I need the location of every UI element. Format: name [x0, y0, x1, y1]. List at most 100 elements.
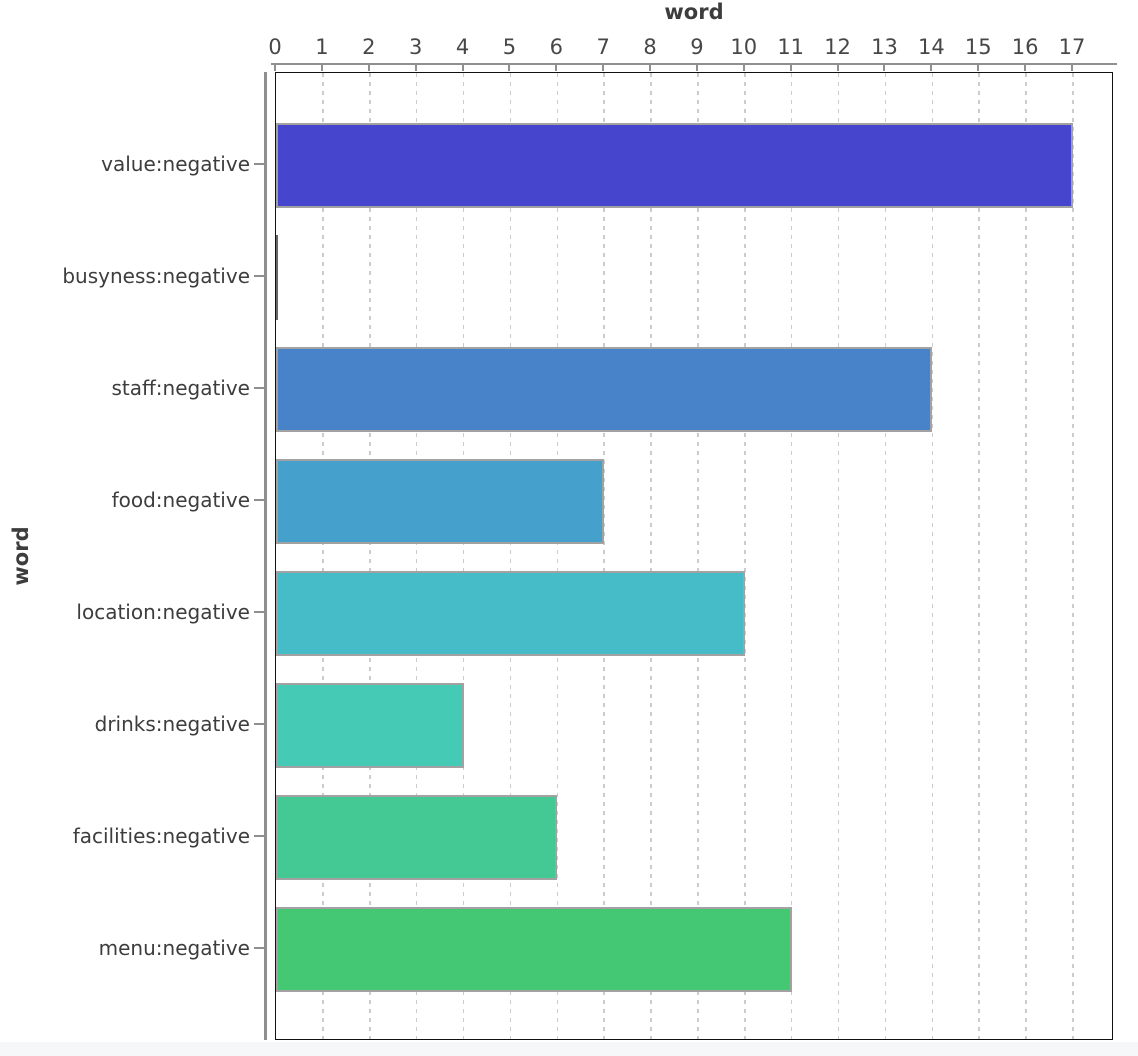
bar-menu[interactable] — [276, 906, 792, 992]
x-tick-label: 11 — [777, 35, 805, 59]
category-label-row: facilities:negative — [0, 780, 250, 892]
plot-area — [275, 72, 1113, 1040]
category-label: menu:negative — [98, 936, 250, 960]
x-tick-mark — [555, 65, 558, 71]
x-tick-label: 14 — [917, 35, 945, 59]
bar-staff[interactable] — [276, 346, 933, 432]
x-tick-label: 15 — [964, 35, 992, 59]
x-tick-label: 10 — [730, 35, 758, 59]
x-tick-label: 8 — [643, 35, 657, 59]
y-tick-mark — [254, 499, 264, 501]
category-label-row: food:negative — [0, 444, 250, 556]
y-tick-mark — [254, 611, 264, 613]
x-tick-mark — [274, 65, 276, 71]
bar-row — [276, 445, 1112, 557]
category-label-row: menu:negative — [0, 892, 250, 1004]
x-tick-mark — [508, 65, 511, 71]
gridlines — [276, 73, 1112, 1039]
gridline — [369, 73, 371, 1039]
category-label: value:negative — [101, 152, 250, 176]
x-tick-label: 13 — [871, 35, 898, 59]
category-label-row: drinks:negative — [0, 668, 250, 780]
x-tick-mark — [602, 65, 605, 71]
x-tick-label: 5 — [502, 35, 517, 59]
bar-row — [276, 109, 1112, 221]
bar-row — [276, 893, 1112, 1005]
category-label: food:negative — [111, 488, 250, 512]
x-tick-mark — [742, 65, 745, 71]
bar-food[interactable] — [276, 458, 605, 544]
x-tick-mark — [695, 65, 698, 71]
gridline — [931, 73, 934, 1039]
gridline — [415, 73, 418, 1039]
gridline — [556, 73, 559, 1039]
gridline — [1025, 73, 1027, 1039]
category-label: staff:negative — [111, 376, 250, 400]
bar-facilities[interactable] — [276, 794, 558, 880]
y-tick-mark — [254, 387, 264, 389]
x-tick-label: 6 — [549, 35, 563, 59]
category-label: drinks:negative — [94, 712, 250, 736]
y-axis-line — [264, 72, 267, 1040]
category-label-row: staff:negative — [0, 332, 250, 444]
gridline — [884, 73, 887, 1039]
x-tick-label: 2 — [362, 35, 376, 59]
x-tick-label: 7 — [596, 35, 610, 59]
x-tick-mark — [649, 65, 652, 71]
bar-busyness[interactable] — [276, 234, 278, 320]
x-tick-mark — [977, 65, 980, 71]
footer-strip — [0, 1042, 1138, 1056]
category-label: busyness:negative — [62, 264, 250, 288]
bar-row — [276, 669, 1112, 781]
category-label: facilities:negative — [72, 824, 250, 848]
x-tick-mark — [1024, 65, 1027, 71]
gridline — [790, 73, 793, 1039]
x-tick-label: 4 — [455, 35, 470, 59]
x-tick-mark — [461, 65, 464, 71]
x-tick-mark — [414, 65, 417, 71]
gridline — [697, 73, 699, 1039]
gridline — [837, 73, 840, 1039]
category-label-row: busyness:negative — [0, 220, 250, 332]
gridline — [322, 73, 324, 1039]
y-tick-mark — [254, 163, 264, 165]
bar-row — [276, 221, 1112, 333]
y-tick-mark — [254, 723, 264, 725]
x-tick-labels: 0 1 2 3 4 5 6 7 8 9 10 11 12 13 14 15 16 17 — [0, 34, 1138, 60]
bar-row — [276, 557, 1112, 669]
x-tick-label: 17 — [1058, 35, 1086, 59]
x-tick-label: 12 — [824, 35, 851, 59]
gridline — [509, 73, 512, 1039]
bar-value[interactable] — [276, 122, 1073, 208]
x-tick-label: 16 — [1011, 35, 1039, 59]
gridline — [978, 73, 980, 1039]
x-axis-title: word — [664, 0, 724, 24]
x-tick-mark — [367, 65, 370, 71]
gridline — [603, 73, 605, 1039]
bar-drinks[interactable] — [276, 682, 464, 768]
category-label: location:negative — [76, 600, 250, 624]
category-label-row: location:negative — [0, 556, 250, 668]
x-tick-label: 9 — [690, 35, 704, 59]
category-label-row: value:negative — [0, 108, 250, 220]
x-tick-mark — [836, 65, 839, 71]
x-tick-mark — [320, 65, 323, 71]
gridline — [744, 73, 746, 1039]
x-tick-label: 3 — [408, 35, 423, 59]
x-tick-mark — [930, 65, 933, 71]
gridline — [1072, 73, 1074, 1039]
x-tick-mark — [883, 65, 886, 71]
gridline — [650, 73, 652, 1039]
bar-location[interactable] — [276, 570, 745, 656]
bars — [276, 73, 1112, 1039]
x-tick-label: 0 — [268, 35, 282, 59]
x-tick-mark — [1070, 65, 1073, 71]
y-category-labels: value:negative busyness:negative staff:neg… — [0, 72, 250, 1040]
bar-row — [276, 333, 1112, 445]
x-tick-label: 1 — [315, 35, 329, 59]
gridline — [462, 73, 465, 1039]
x-tick-mark — [789, 65, 792, 71]
y-tick-mark — [254, 947, 264, 949]
y-tick-mark — [254, 275, 264, 277]
